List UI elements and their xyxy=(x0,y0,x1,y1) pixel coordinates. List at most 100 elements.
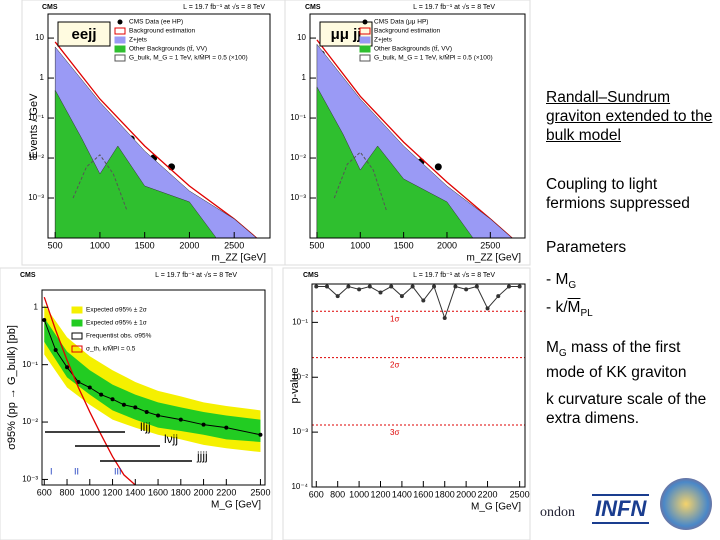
legend-label: CMS Data (μμ HP) xyxy=(374,19,428,26)
plot-area xyxy=(42,296,263,485)
x-tick-label: 1200 xyxy=(370,489,390,499)
point xyxy=(496,294,501,299)
point xyxy=(517,284,522,289)
axes xyxy=(311,283,526,488)
text: G xyxy=(568,280,577,292)
text: - M xyxy=(546,271,569,288)
cms-label: CMS xyxy=(42,4,58,11)
tag: μμ jj xyxy=(331,26,362,43)
x-tick-label: 500 xyxy=(48,240,63,250)
legend-label: Z+jets xyxy=(374,37,393,44)
x-tick-label: 2200 xyxy=(478,489,498,499)
legend-label: σ_th, k/M̄Pl = 0.5 xyxy=(86,345,136,353)
y-tick-label: 1 xyxy=(302,73,307,82)
y-tick-label: 10⁻¹ xyxy=(292,317,308,326)
legend-swatch xyxy=(114,27,126,35)
notes-parameters: Parameters xyxy=(546,239,627,256)
region-label: III xyxy=(114,466,122,476)
y-tick-label: 10⁻¹ xyxy=(290,113,306,122)
point xyxy=(178,417,183,422)
infn-logo: INFN xyxy=(592,494,650,524)
axes xyxy=(309,13,526,239)
line xyxy=(333,151,387,211)
y-tick-label: 10⁻³ xyxy=(22,475,38,484)
x-tick-label: 1500 xyxy=(394,240,414,250)
notes-coupling: Coupling to light fermions suppressed xyxy=(546,176,690,212)
x-tick-label: 2000 xyxy=(179,240,199,250)
tag-box xyxy=(57,21,111,47)
annotation: jjjj xyxy=(196,449,208,463)
x-tick-label: 800 xyxy=(60,487,75,497)
legend-swatch xyxy=(114,45,126,53)
x-tick-label: 1600 xyxy=(413,489,433,499)
point xyxy=(485,306,490,311)
point xyxy=(156,413,161,418)
region-label: II xyxy=(74,466,79,476)
legend-swatch xyxy=(359,36,371,44)
x-tick-label: 1000 xyxy=(350,240,370,250)
legend-label: Expected σ95% ± 2σ xyxy=(86,307,147,314)
region-label: I xyxy=(50,466,53,476)
point xyxy=(144,409,149,414)
point xyxy=(42,318,47,323)
point xyxy=(314,284,319,289)
param-k: - k/MPL xyxy=(546,298,716,323)
y-tick-label: 10⁻² xyxy=(28,153,44,162)
legend-swatch xyxy=(114,36,126,44)
plot-area xyxy=(314,284,522,321)
y-tick-label: 10⁻¹ xyxy=(22,360,38,369)
y-tick-label: 1 xyxy=(40,73,45,82)
point xyxy=(87,385,92,390)
legend-swatch xyxy=(359,45,371,53)
area xyxy=(54,89,217,238)
legend-swatch xyxy=(117,19,123,25)
plot-area xyxy=(316,39,513,238)
x-tick-label: 1000 xyxy=(349,489,369,499)
notes-title: Randall–Sundrum graviton extended to the… xyxy=(546,89,713,144)
y-tick-label: 10 xyxy=(35,33,44,42)
legend-swatch xyxy=(71,332,83,340)
legend-label: Other Backgrounds (tt̄, VV) xyxy=(374,45,452,53)
notes-mg: MG mass of the first mode of KK graviton xyxy=(546,338,716,382)
x-tick-label: 2000 xyxy=(194,487,214,497)
line xyxy=(72,154,128,211)
x-tick-label: 1200 xyxy=(103,487,123,497)
y-label: p-value xyxy=(289,367,301,403)
legend-label: G_bulk, M_G = 1 TeV, k/M̄Pl = 0.5 (×100) xyxy=(374,54,493,62)
text: G xyxy=(558,348,567,360)
x-tick-label: 1000 xyxy=(80,487,100,497)
x-tick-label: 600 xyxy=(37,487,52,497)
legend-swatch xyxy=(362,19,368,25)
x-tick-label: 1800 xyxy=(171,487,191,497)
line xyxy=(43,296,136,485)
legend-label: Expected σ95% ± 1σ xyxy=(86,320,147,327)
footer-text: ondon xyxy=(540,505,575,520)
x-tick-label: 2500 xyxy=(480,240,500,250)
y-tick-label: 10⁻² xyxy=(290,153,306,162)
point xyxy=(464,287,469,292)
tag: eejj xyxy=(71,26,96,43)
axes xyxy=(41,289,266,486)
cms-label: CMS xyxy=(20,272,36,279)
area xyxy=(316,86,474,238)
y-label: σ95% (pp → G_bulk) [pb] xyxy=(6,325,18,450)
legend-swatch xyxy=(359,27,371,35)
annotation: lνjj xyxy=(164,432,178,446)
lumi-label: L = 19.7 fb⁻¹ at √s = 8 TeV xyxy=(413,3,495,11)
sigma-label: 2σ xyxy=(390,361,399,370)
point xyxy=(258,432,263,437)
legend-swatch xyxy=(71,319,83,327)
x-tick-label: 1400 xyxy=(392,489,412,499)
x-label: m_ZZ [GeV] xyxy=(467,253,522,264)
x-label: M_G [GeV] xyxy=(471,502,521,513)
y-tick-label: 10⁻⁴ xyxy=(291,482,308,491)
x-tick-label: 2000 xyxy=(456,489,476,499)
y-tick-label: 10⁻² xyxy=(22,417,38,426)
x-tick-label: 800 xyxy=(330,489,345,499)
y-tick-label: 1 xyxy=(34,302,39,311)
point xyxy=(201,422,206,427)
y-tick-label: 10⁻¹ xyxy=(28,113,44,122)
point xyxy=(99,392,104,397)
point xyxy=(442,316,447,321)
